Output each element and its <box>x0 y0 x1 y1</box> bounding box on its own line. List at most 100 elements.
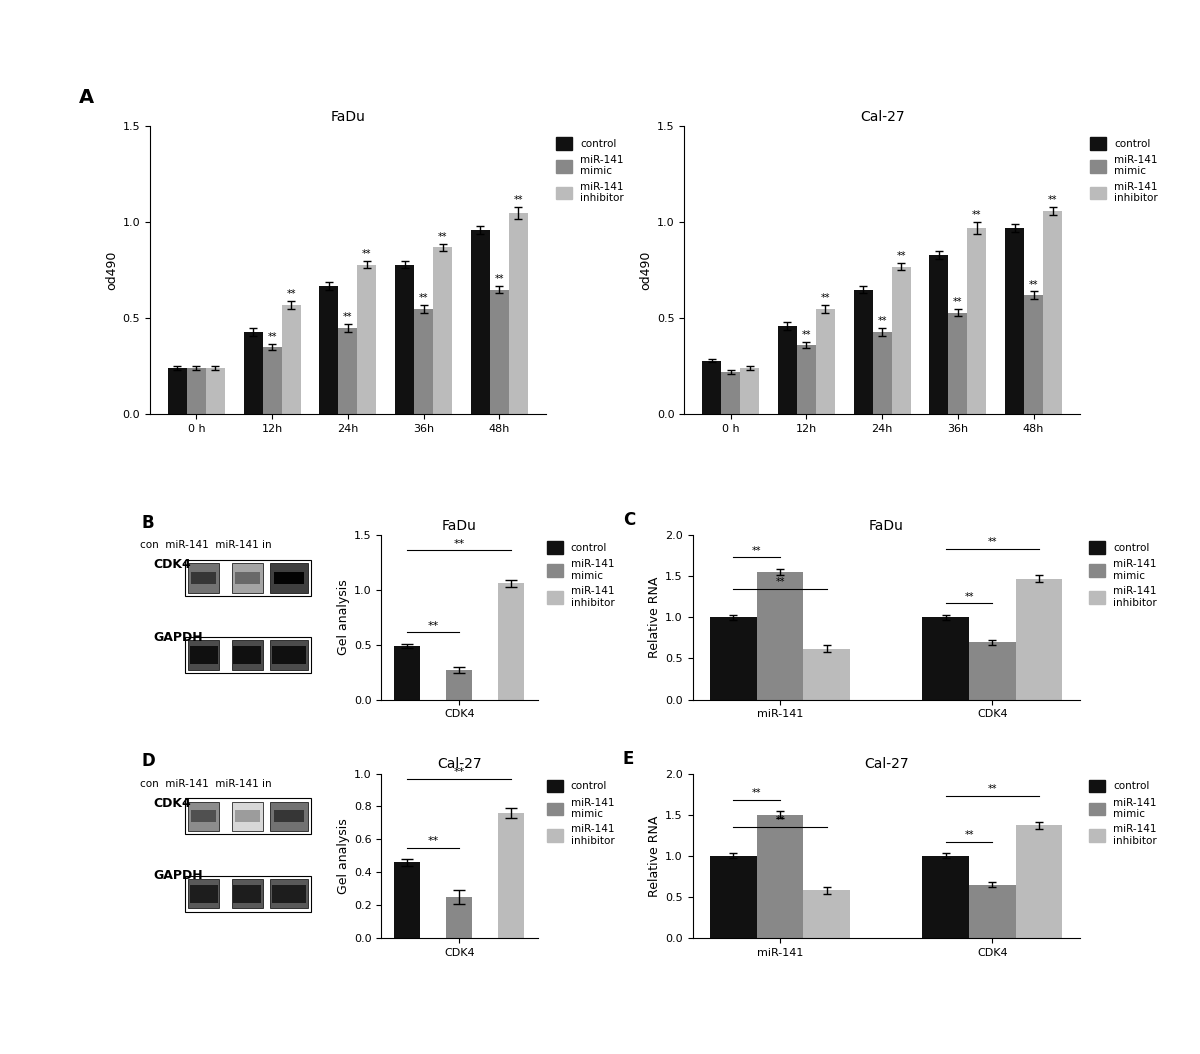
Text: C: C <box>623 511 635 529</box>
Bar <box>232 563 263 592</box>
Bar <box>509 213 528 414</box>
Legend: control, miR-141
mimic, miR-141
inhibitor: control, miR-141 mimic, miR-141 inhibito… <box>1085 776 1162 851</box>
Text: **: ** <box>343 312 353 323</box>
Bar <box>433 248 452 414</box>
Legend: control, miR-141
mimic, miR-141
inhibitor: control, miR-141 mimic, miR-141 inhibito… <box>1085 132 1163 209</box>
Bar <box>710 618 757 700</box>
Title: FaDu: FaDu <box>442 519 476 532</box>
Bar <box>191 811 216 822</box>
Bar <box>232 801 263 832</box>
Bar <box>930 255 948 414</box>
Bar <box>233 646 262 664</box>
Text: **: ** <box>454 767 466 777</box>
Bar <box>338 328 358 414</box>
Bar <box>923 856 970 938</box>
Bar <box>816 309 835 414</box>
Text: B: B <box>142 514 154 532</box>
Text: **: ** <box>802 330 811 340</box>
Text: **: ** <box>514 195 523 206</box>
Text: **: ** <box>427 836 439 846</box>
Text: **: ** <box>752 546 762 555</box>
Bar <box>270 801 308 832</box>
Bar <box>271 646 306 664</box>
Text: **: ** <box>427 621 439 630</box>
Text: **: ** <box>419 293 428 302</box>
Bar <box>970 884 1015 938</box>
Bar <box>778 326 797 414</box>
Bar <box>490 290 509 414</box>
Bar <box>319 286 338 414</box>
Bar <box>804 891 850 938</box>
Text: E: E <box>623 749 634 767</box>
Bar <box>1043 211 1062 414</box>
Bar <box>797 346 816 414</box>
Text: **: ** <box>1028 279 1038 290</box>
Bar <box>185 637 312 674</box>
Y-axis label: Gel analysis: Gel analysis <box>337 580 349 656</box>
Y-axis label: Gel analysis: Gel analysis <box>337 818 349 894</box>
Bar <box>274 572 304 584</box>
Bar <box>872 332 892 414</box>
Bar <box>853 290 872 414</box>
Bar <box>446 670 473 700</box>
Bar <box>274 811 304 822</box>
Text: GAPDH: GAPDH <box>154 870 203 882</box>
Bar <box>185 876 312 912</box>
Bar <box>1024 295 1043 414</box>
Bar <box>244 332 263 414</box>
Bar <box>710 856 757 938</box>
Bar <box>190 884 218 902</box>
Bar <box>970 642 1015 700</box>
Bar <box>206 368 224 414</box>
Bar <box>188 641 220 670</box>
Bar <box>271 884 306 902</box>
Bar <box>185 560 312 596</box>
Bar <box>948 313 967 414</box>
Bar <box>414 309 433 414</box>
Text: GAPDH: GAPDH <box>154 630 203 644</box>
Text: **: ** <box>438 232 448 241</box>
Bar <box>395 646 420 700</box>
Y-axis label: od490: od490 <box>640 251 653 290</box>
Text: **: ** <box>752 788 762 798</box>
Bar <box>270 641 308 670</box>
Text: **: ** <box>494 274 504 284</box>
Bar <box>498 813 524 938</box>
Title: FaDu: FaDu <box>330 110 365 124</box>
Bar <box>702 360 721 414</box>
Bar <box>233 884 262 902</box>
Bar <box>191 572 216 584</box>
Bar <box>358 265 377 414</box>
Y-axis label: Relative RNA: Relative RNA <box>648 815 661 897</box>
Text: **: ** <box>1048 195 1057 206</box>
Bar <box>923 618 970 700</box>
Bar <box>498 583 524 700</box>
Text: **: ** <box>877 316 887 326</box>
Bar <box>188 801 220 832</box>
Text: **: ** <box>362 249 372 259</box>
Text: **: ** <box>896 251 906 260</box>
Bar <box>188 879 220 909</box>
Bar <box>187 368 206 414</box>
Bar <box>168 368 187 414</box>
Bar <box>892 267 911 414</box>
Bar <box>721 372 740 414</box>
Title: FaDu: FaDu <box>869 519 904 532</box>
Title: Cal-27: Cal-27 <box>437 757 481 772</box>
Text: **: ** <box>965 591 973 602</box>
Title: Cal-27: Cal-27 <box>860 110 905 124</box>
Y-axis label: Relative RNA: Relative RNA <box>648 577 661 658</box>
Text: CDK4: CDK4 <box>154 797 191 809</box>
Y-axis label: od490: od490 <box>106 251 119 290</box>
Bar <box>470 230 490 414</box>
Bar <box>757 815 804 938</box>
Legend: control, miR-141
mimic, miR-141
inhibitor: control, miR-141 mimic, miR-141 inhibito… <box>542 538 619 611</box>
Bar <box>188 563 220 592</box>
Bar <box>446 897 473 938</box>
Bar <box>395 862 420 938</box>
Bar <box>740 368 760 414</box>
Bar <box>270 879 308 909</box>
Text: **: ** <box>972 211 982 220</box>
Text: **: ** <box>988 538 997 547</box>
Bar <box>395 265 414 414</box>
